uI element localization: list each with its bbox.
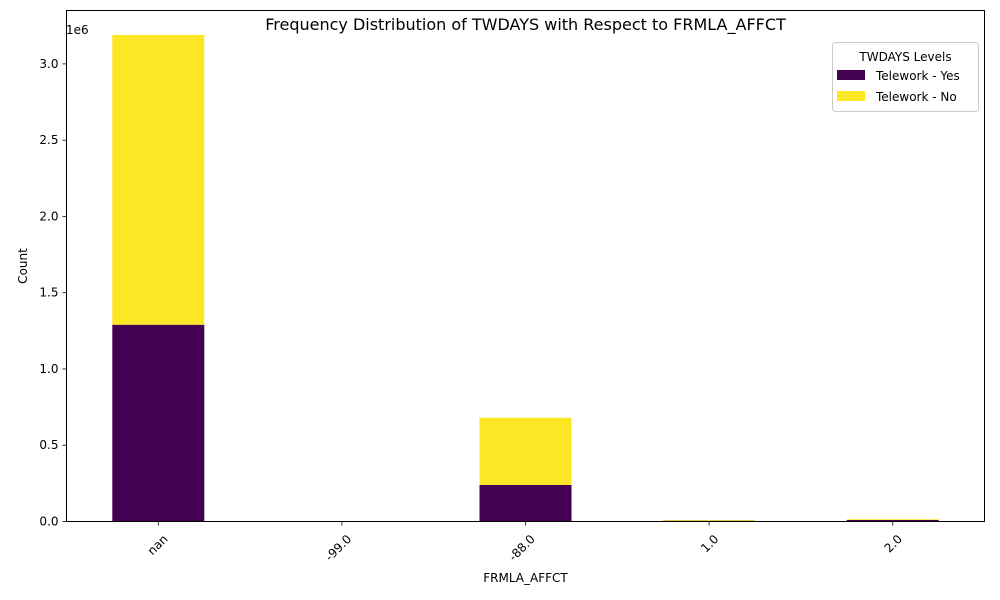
bar-no-3 <box>663 519 756 521</box>
y-axis-label: Count <box>16 248 30 284</box>
x-axis-label: FRMLA_AFFCT <box>483 571 568 585</box>
y-tick-label: 2.0 <box>39 209 58 223</box>
y-tick-label: 0.5 <box>39 438 58 452</box>
bar-no-0 <box>112 34 205 325</box>
y-tick-label: 2.5 <box>39 133 58 147</box>
chart-title: Frequency Distribution of TWDAYS with Re… <box>265 15 786 35</box>
legend-label-yes: Telework - Yes <box>875 69 960 83</box>
y-tick-label: 0.0 <box>39 515 58 529</box>
y-offset-label: 1e6 <box>66 23 89 37</box>
legend-label-no: Telework - No <box>875 90 957 104</box>
legend: TWDAYS Levels Telework - Yes Telework - … <box>832 42 979 112</box>
legend-swatch-no <box>837 91 865 101</box>
bar-yes-2 <box>479 484 572 522</box>
plot-frame <box>66 10 985 522</box>
legend-swatch-yes <box>837 70 865 80</box>
y-tick-label: 1.5 <box>39 286 58 300</box>
legend-title: TWDAYS Levels <box>858 50 951 64</box>
bar-yes-0 <box>112 324 205 522</box>
bar-no-4 <box>846 519 939 520</box>
y-tick-label: 3.0 <box>39 57 58 71</box>
bar-yes-4 <box>846 519 939 522</box>
legend-frame <box>832 42 979 112</box>
bars-group <box>112 34 939 522</box>
bar-no-2 <box>479 417 572 485</box>
y-tick-label: 1.0 <box>39 362 58 376</box>
y-axis: 0.0 0.5 1.0 1.5 2.0 2.5 3.0 <box>39 57 67 529</box>
